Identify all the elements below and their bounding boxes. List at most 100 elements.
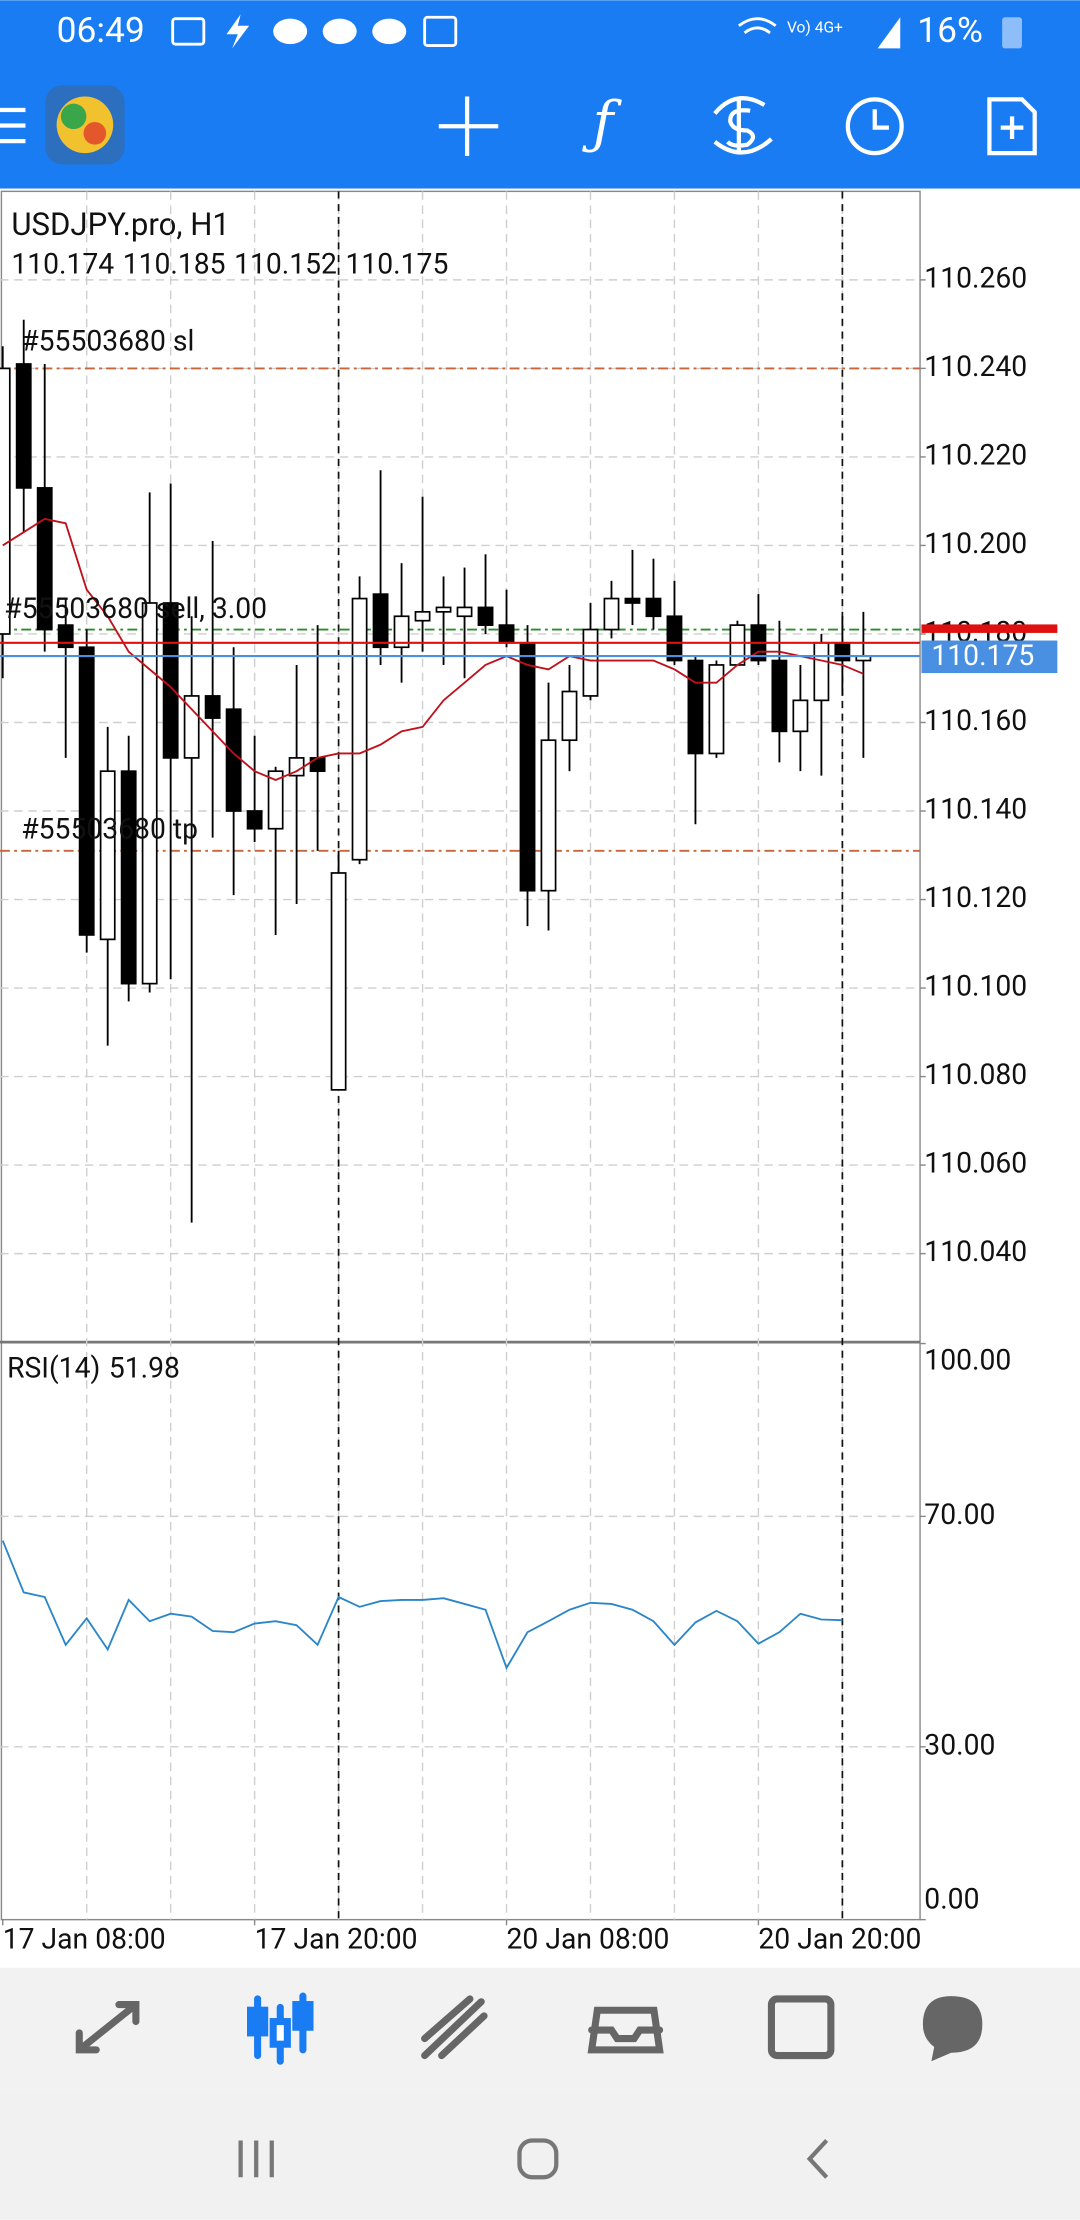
candle-body [603,597,620,631]
y-tick-label: 110.260 [924,261,1027,294]
y-tick-label: 110.200 [924,527,1027,560]
candle-body [393,615,410,649]
bottom-nav-icons [75,1992,983,2065]
candle-body [141,602,158,985]
y-tick-label: 110.100 [924,970,1027,1003]
status-icons: Vo) 4G+ [171,14,1022,49]
candle-body [246,810,263,830]
candle-body [330,872,347,1091]
back[interactable] [806,2139,829,2179]
candle-body [120,770,137,985]
candle-body [540,739,557,892]
candle-body [0,367,11,635]
candle-body [267,770,284,830]
trade-button[interactable] [713,96,773,155]
rsi-title: RSI(14) 51.98 [7,1352,180,1385]
system-nav [0,2092,1080,2220]
nav-news[interactable] [767,1995,835,2060]
candle-body [666,615,683,662]
chart-frame [0,190,921,1921]
x-tick-label: 17 Jan 08:00 [3,1922,166,1955]
y-tick-label: 110.220 [924,438,1027,471]
bottom-nav [0,1967,1080,2093]
y-tick-label: 110.240 [924,350,1027,383]
rsi-y-tick-label: 70.00 [924,1498,995,1531]
order-label: #55503680 sl [21,324,194,357]
crosshair-button[interactable] [438,96,499,156]
candle-body [771,659,788,733]
candle-body [36,487,53,631]
order-label: #55503680 sell, 3.00 [4,592,267,625]
nav-chart[interactable] [246,1992,314,2065]
candle-body [351,597,368,861]
ohlc-values: 110.174 110.185 110.152 110.175 [11,248,448,281]
candle-body [456,606,473,618]
candle-body [792,699,809,733]
candle-body [372,593,389,649]
rsi-y-tick-label: 0.00 [924,1883,979,1916]
recent-apps[interactable] [238,2140,274,2178]
candle-body [435,606,452,613]
battery-level: 16% [917,9,983,51]
candle-body [645,597,662,618]
candle-body [561,690,578,742]
candle-body [582,628,599,697]
rsi-value: 51.98 [109,1352,180,1385]
y-tick-label: 110.040 [924,1235,1027,1268]
ohlc-low: 110.152 [234,248,337,281]
menu-button[interactable] [0,107,26,144]
nav-history[interactable] [587,2006,664,2054]
candle-body [99,770,116,941]
y-tick-label: 110.120 [924,881,1027,914]
home[interactable] [517,2138,559,2180]
candle-body [498,624,515,644]
status-time: 06:49 [57,9,145,51]
candle-body [813,641,830,702]
y-tick-label: 110.140 [924,792,1027,825]
nav-messages[interactable] [922,1996,983,2062]
candle-body [834,641,851,662]
timeframe-button[interactable] [845,97,904,156]
y-tick-label: 110.080 [924,1058,1027,1091]
candle-body [519,641,536,892]
chart-title: USDJPY.pro, H1 [11,206,230,243]
candle-body [162,602,179,759]
x-tick-label: 20 Jan 20:00 [758,1922,921,1955]
rsi-y-tick-label: 30.00 [924,1728,995,1761]
order-label: #55503680 tp [21,813,198,846]
candle-body [225,708,242,812]
rsi-line [1,1540,843,1671]
x-tick-label: 17 Jan 20:00 [255,1922,418,1955]
y-tick-label: 110.060 [924,1147,1027,1180]
chart: USDJPY.pro, H1 [0,190,921,1921]
candle-body [687,659,704,755]
candle-body [204,695,221,719]
ohlc-close: 110.175 [345,248,448,281]
candle-body [708,664,725,755]
candle-body [624,597,641,604]
candle-body [729,624,746,666]
new-order-button[interactable] [987,97,1037,156]
svg-text:Vo) 4G+: Vo) 4G+ [787,19,843,37]
ohlc-open: 110.174 [11,248,114,281]
candle-body [309,757,326,773]
candle-body [15,363,32,489]
x-tick-label: 20 Jan 08:00 [507,1922,670,1955]
rsi-name: RSI(14) [7,1352,100,1385]
ask-tag [921,624,1058,633]
nav-quotes[interactable] [75,2001,140,2054]
bid-tag [921,640,1058,674]
candle-body [414,610,431,622]
ohlc-high: 110.185 [123,248,226,281]
candle-body [183,695,200,759]
candle-body [57,624,74,649]
system-nav-buttons [238,2138,829,2180]
candle-body [477,606,494,626]
nav-trade[interactable] [421,1995,488,2060]
bid-label: 110.175 [931,639,1034,672]
moving-average [2,517,864,782]
y-tick-label: 110.160 [924,704,1027,737]
app-logo[interactable] [45,85,125,165]
